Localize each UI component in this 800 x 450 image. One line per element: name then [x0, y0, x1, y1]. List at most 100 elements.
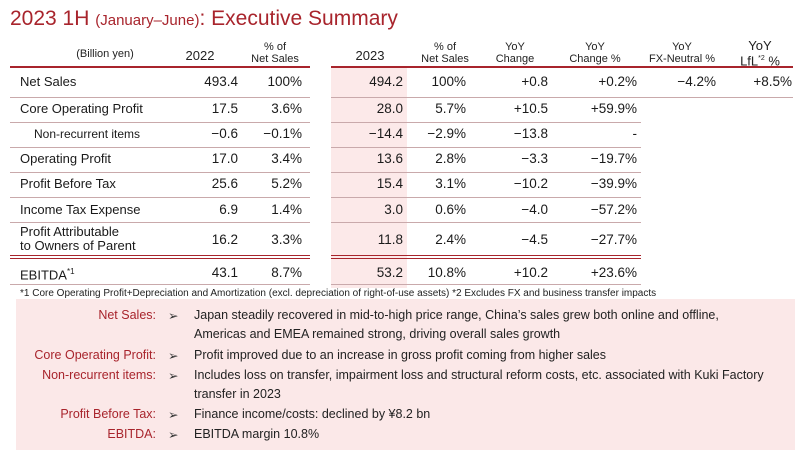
cell-fx-neutral: −4.2%	[677, 74, 716, 89]
summary-key-ebitda: EBITDA:	[107, 427, 156, 441]
cell-yoy-pct: −57.2%	[590, 202, 637, 217]
cell-pct-2023: 10.8%	[427, 265, 466, 280]
row-divider	[10, 222, 310, 223]
cell-2023: 15.4	[376, 176, 403, 191]
row-label-profit-before-tax: Profit Before Tax	[20, 176, 116, 191]
header-yoy-line1: YoY	[505, 41, 525, 53]
cell-yoy-pct: +23.6%	[590, 265, 637, 280]
header-fx-neutral-line1: YoY	[672, 41, 692, 53]
cell-lfl: +8.5%	[753, 74, 792, 89]
cell-pct-2023: 3.1%	[435, 176, 466, 191]
row-divider	[331, 222, 641, 223]
cell-2023: −14.4	[368, 126, 403, 141]
cell-yoy-pct: -	[632, 126, 638, 141]
cell-2022: 25.6	[211, 176, 238, 191]
footnote: *1 Core Operating Profit+Depreciation an…	[20, 288, 657, 299]
row-label-core-operating-profit: Core Operating Profit	[20, 101, 143, 116]
unit-label: (Billion yen)	[76, 48, 134, 60]
cell-pct-2023: 100%	[431, 74, 466, 89]
summary-text-net-sales: Japan steadily recovered in mid-to-high …	[194, 308, 719, 341]
cell-pct-2022: 8.7%	[271, 265, 302, 280]
arrow-bullet-icon: ➢	[168, 428, 179, 442]
cell-pct-2022: 1.4%	[271, 202, 302, 217]
total-double-rule-right	[331, 255, 641, 259]
summary-key-profit-before-tax: Profit Before Tax:	[60, 407, 156, 421]
cell-yoy-pct: +0.2%	[598, 74, 637, 89]
header-2023: 2023	[355, 48, 385, 63]
row-label-ebitda: EBITDA*1	[20, 267, 75, 283]
header-pct-2023-line2: Net Sales	[421, 53, 469, 65]
row-divider	[331, 147, 641, 148]
cell-2022: 17.5	[211, 101, 238, 116]
row-divider	[10, 197, 310, 198]
row-divider	[331, 122, 641, 123]
cell-2023: 28.0	[376, 101, 403, 116]
cell-yoy: −4.0	[521, 202, 548, 217]
summary-text-non-recurrent-items: Includes loss on transfer, impairment lo…	[194, 368, 764, 401]
cell-yoy: −3.3	[521, 151, 548, 166]
cell-2023: 494.2	[369, 74, 403, 89]
highlight-2023-column	[331, 66, 407, 288]
cell-pct-2022: 3.4%	[271, 151, 302, 166]
summary-text-ebitda: EBITDA margin 10.8%	[194, 427, 320, 441]
row-divider	[331, 172, 641, 173]
row-divider	[331, 197, 641, 198]
cell-2022: 43.1	[211, 265, 238, 280]
header-lfl-line2: LfL*2 %	[740, 53, 780, 69]
header-lfl-line1: YoY	[748, 38, 772, 53]
cell-pct-2022: −0.1%	[263, 126, 302, 141]
header-2022: 2022	[185, 48, 215, 63]
cell-pct-2022: 5.2%	[271, 176, 302, 191]
summary-key-net-sales: Net Sales:	[98, 308, 156, 322]
header-pct-2023-line1: % of	[433, 41, 456, 53]
row-label-operating-profit: Operating Profit	[20, 151, 112, 166]
summary-text-core-operating-profit: Profit improved due to an increase in gr…	[194, 348, 606, 362]
cell-pct-2023: 2.8%	[435, 151, 466, 166]
arrow-bullet-icon: ➢	[168, 369, 179, 383]
cell-2022: 493.4	[204, 74, 238, 89]
cell-2022: −0.6	[211, 126, 238, 141]
header-pct-2022-line1: % of	[263, 41, 286, 53]
row-divider	[10, 147, 310, 148]
page-title: 2023 1H (January–June): Executive Summar…	[10, 7, 398, 30]
header-yoy-pct-line1: YoY	[585, 41, 605, 53]
cell-yoy-pct: +59.9%	[590, 101, 637, 116]
cell-yoy-pct: −27.7%	[590, 232, 637, 247]
header-yoy-pct-line2: Change %	[569, 53, 621, 65]
summary-box: Net Sales: ➢ Japan steadily recovered in…	[16, 299, 795, 450]
total-double-rule-left	[10, 255, 310, 259]
cell-pct-2023: −2.9%	[427, 126, 466, 141]
header-rule-right	[331, 66, 793, 68]
cell-pct-2023: 0.6%	[435, 202, 466, 217]
cell-yoy: +0.8	[521, 74, 548, 89]
cell-yoy: +10.5	[513, 101, 548, 116]
row-divider	[10, 97, 310, 98]
cell-2022: 17.0	[211, 151, 238, 166]
cell-2023: 13.6	[376, 151, 403, 166]
arrow-bullet-icon: ➢	[168, 349, 179, 363]
cell-2023: 3.0	[384, 202, 403, 217]
row-label-income-tax-expense: Income Tax Expense	[20, 202, 141, 217]
cell-yoy: −4.5	[521, 232, 548, 247]
row-divider	[10, 284, 310, 285]
cell-yoy-pct: −39.9%	[590, 176, 637, 191]
summary-key-non-recurrent-items: Non-recurrent items:	[42, 368, 156, 382]
row-divider	[331, 284, 641, 285]
cell-yoy: −10.2	[513, 176, 548, 191]
row-divider	[331, 97, 793, 98]
row-label-non-recurrent-items: Non-recurrent items	[34, 127, 141, 141]
row-label-net-sales: Net Sales	[20, 74, 77, 89]
header-pct-2022-line2: Net Sales	[251, 53, 299, 65]
row-divider	[10, 122, 310, 123]
header-fx-neutral-line2: FX-Neutral %	[648, 53, 716, 65]
row-label-profit-attributable-line1: Profit Attributable	[20, 224, 119, 239]
cell-pct-2022: 3.3%	[271, 232, 302, 247]
arrow-bullet-icon: ➢	[168, 309, 179, 323]
cell-2022: 16.2	[211, 232, 238, 247]
row-label-profit-attributable-line2: to Owners of Parent	[20, 238, 136, 253]
header-rule-left	[10, 66, 310, 68]
cell-yoy: −13.8	[513, 126, 548, 141]
cell-pct-2023: 2.4%	[435, 232, 466, 247]
cell-pct-2022: 3.6%	[271, 101, 302, 116]
cell-2023: 11.8	[377, 232, 403, 247]
